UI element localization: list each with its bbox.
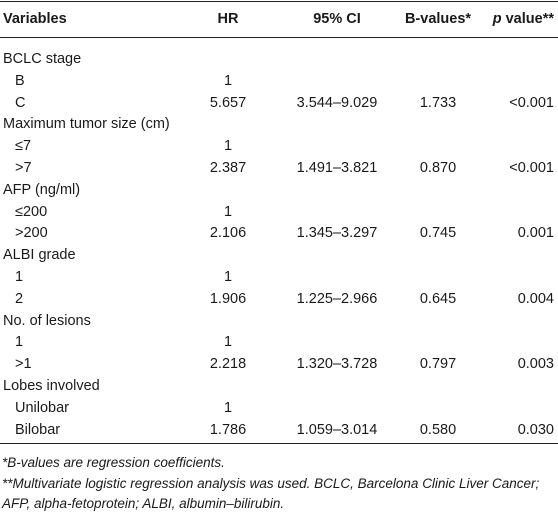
cell-hr: 1.906 [209,290,247,307]
cell-p: 0.003 [517,356,554,373]
cell-b: 0.870 [419,160,457,176]
header-rule [0,37,558,38]
cell-hr: 1 [223,399,233,416]
cell-p: 0.001 [517,225,554,242]
top-rule [0,1,558,2]
group-label: No. of lesions [3,312,91,329]
cell-p: <0.001 [509,94,554,111]
row-label: ≤7 [15,138,32,155]
cell-hr: 1 [223,72,233,89]
row-label: Bilobar [15,421,61,438]
header-cell: Variables [3,11,67,27]
cell-b: 0.645 [419,290,457,307]
row-label: >7 [15,160,32,176]
row-label: C [15,94,26,111]
row-label: 2 [15,290,24,307]
cell-hr: 1 [223,334,233,351]
cell-p: 0.030 [517,421,554,438]
header-italic: p [492,11,502,27]
bottom-rule [0,443,558,444]
row-label: B [15,72,25,89]
cell-hr: 5.657 [209,94,247,111]
cell-b: 0.797 [419,356,457,373]
cell-b: 0.745 [419,225,457,242]
group-label: Lobes involved [3,378,100,394]
footnote: **Multivariate logistic regression analy… [2,476,540,511]
cell-ci: 1.320–3.728 [296,356,378,373]
header-cell: B-values* [404,11,472,27]
cell-b: 1.733 [419,94,457,111]
cell-hr: 2.218 [209,356,247,373]
group-label: BCLC stage [3,51,82,67]
cell-p: <0.001 [509,160,554,176]
cell-ci: 1.345–3.297 [296,225,378,242]
cell-hr: 1 [223,269,233,285]
header-cell: 95% CI [313,11,361,27]
group-label: ALBI grade [3,247,76,264]
header-cell: HR [217,11,239,27]
row-label: Unilobar [15,399,69,416]
cell-hr: 1 [223,138,233,155]
cell-hr: 2.106 [209,225,247,242]
row-label: >200 [15,225,48,242]
cell-p: 0.004 [517,290,554,307]
cell-ci: 1.225–2.966 [296,290,378,307]
cell-ci: 1.491–3.821 [296,160,378,176]
cell-hr: 1.786 [209,421,247,438]
cell-ci: 1.059–3.014 [296,421,378,438]
row-label: 1 [15,334,24,351]
group-label: AFP (ng/ml) [3,181,81,198]
cell-hr: 2.387 [209,160,247,176]
header-cell: p value** [493,9,554,29]
cell-ci: 3.544–9.029 [296,94,378,111]
footnote: *B-values are regression coefficients. [2,455,225,470]
row-label: 1 [15,269,24,285]
group-label: Maximum tumor size (cm) [3,116,170,133]
row-label: >1 [15,356,32,373]
cell-b: 0.580 [419,421,457,438]
row-label: ≤200 [15,203,48,220]
header-text: value** [501,11,554,27]
cell-hr: 1 [223,203,233,220]
